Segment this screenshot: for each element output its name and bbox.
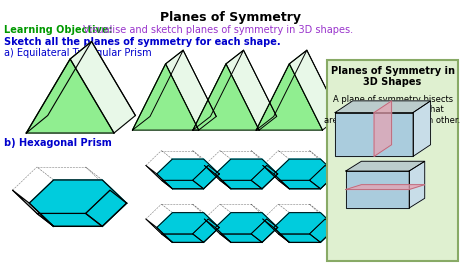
Polygon shape [193,50,244,130]
Polygon shape [374,101,392,157]
Polygon shape [29,180,127,226]
Polygon shape [215,159,278,189]
Polygon shape [273,213,336,242]
Polygon shape [289,50,340,130]
Polygon shape [273,159,336,189]
Polygon shape [256,64,322,130]
Polygon shape [278,234,320,242]
Polygon shape [146,165,173,189]
Polygon shape [13,190,54,226]
Polygon shape [215,213,278,242]
Polygon shape [146,219,173,242]
Polygon shape [220,180,262,189]
Polygon shape [192,219,219,242]
Polygon shape [192,165,219,189]
Text: a) Equilateral Triangular Prism: a) Equilateral Triangular Prism [4,48,152,58]
Text: b) Hexagonal Prism: b) Hexagonal Prism [4,138,112,148]
Text: Planes of Symmetry: Planes of Symmetry [160,11,301,24]
Polygon shape [204,219,231,242]
Text: Visualise and sketch planes of symmetry in 3D shapes.: Visualise and sketch planes of symmetry … [80,25,353,35]
Polygon shape [413,101,430,157]
Polygon shape [165,50,216,130]
Polygon shape [251,219,278,242]
Polygon shape [256,50,307,130]
Polygon shape [220,234,262,242]
Polygon shape [162,234,204,242]
Polygon shape [346,171,409,208]
Polygon shape [37,213,102,226]
Polygon shape [226,50,277,130]
Text: Planes of Symmetry in
3D Shapes: Planes of Symmetry in 3D Shapes [330,66,455,87]
Polygon shape [157,159,219,189]
Polygon shape [335,113,413,157]
Polygon shape [346,161,425,171]
Polygon shape [132,64,199,130]
Polygon shape [310,165,336,189]
Polygon shape [310,219,336,242]
Text: Learning Objective:: Learning Objective: [4,25,112,35]
Polygon shape [204,165,231,189]
Polygon shape [26,59,114,133]
Polygon shape [346,185,425,189]
Polygon shape [162,180,204,189]
Polygon shape [132,50,183,130]
Polygon shape [70,42,136,133]
FancyBboxPatch shape [328,60,458,261]
Polygon shape [157,213,219,242]
Polygon shape [409,161,425,208]
Text: Sketch all the planes of symmetry for each shape.: Sketch all the planes of symmetry for ea… [4,37,281,47]
Polygon shape [335,101,430,113]
Polygon shape [263,165,289,189]
Polygon shape [263,219,289,242]
Polygon shape [251,165,278,189]
Polygon shape [86,190,127,226]
Polygon shape [26,42,91,133]
Polygon shape [278,180,320,189]
Text: A plane of symmetry bisects
a shape into halves that
are mirror images of each o: A plane of symmetry bisects a shape into… [324,95,461,125]
Polygon shape [193,64,259,130]
